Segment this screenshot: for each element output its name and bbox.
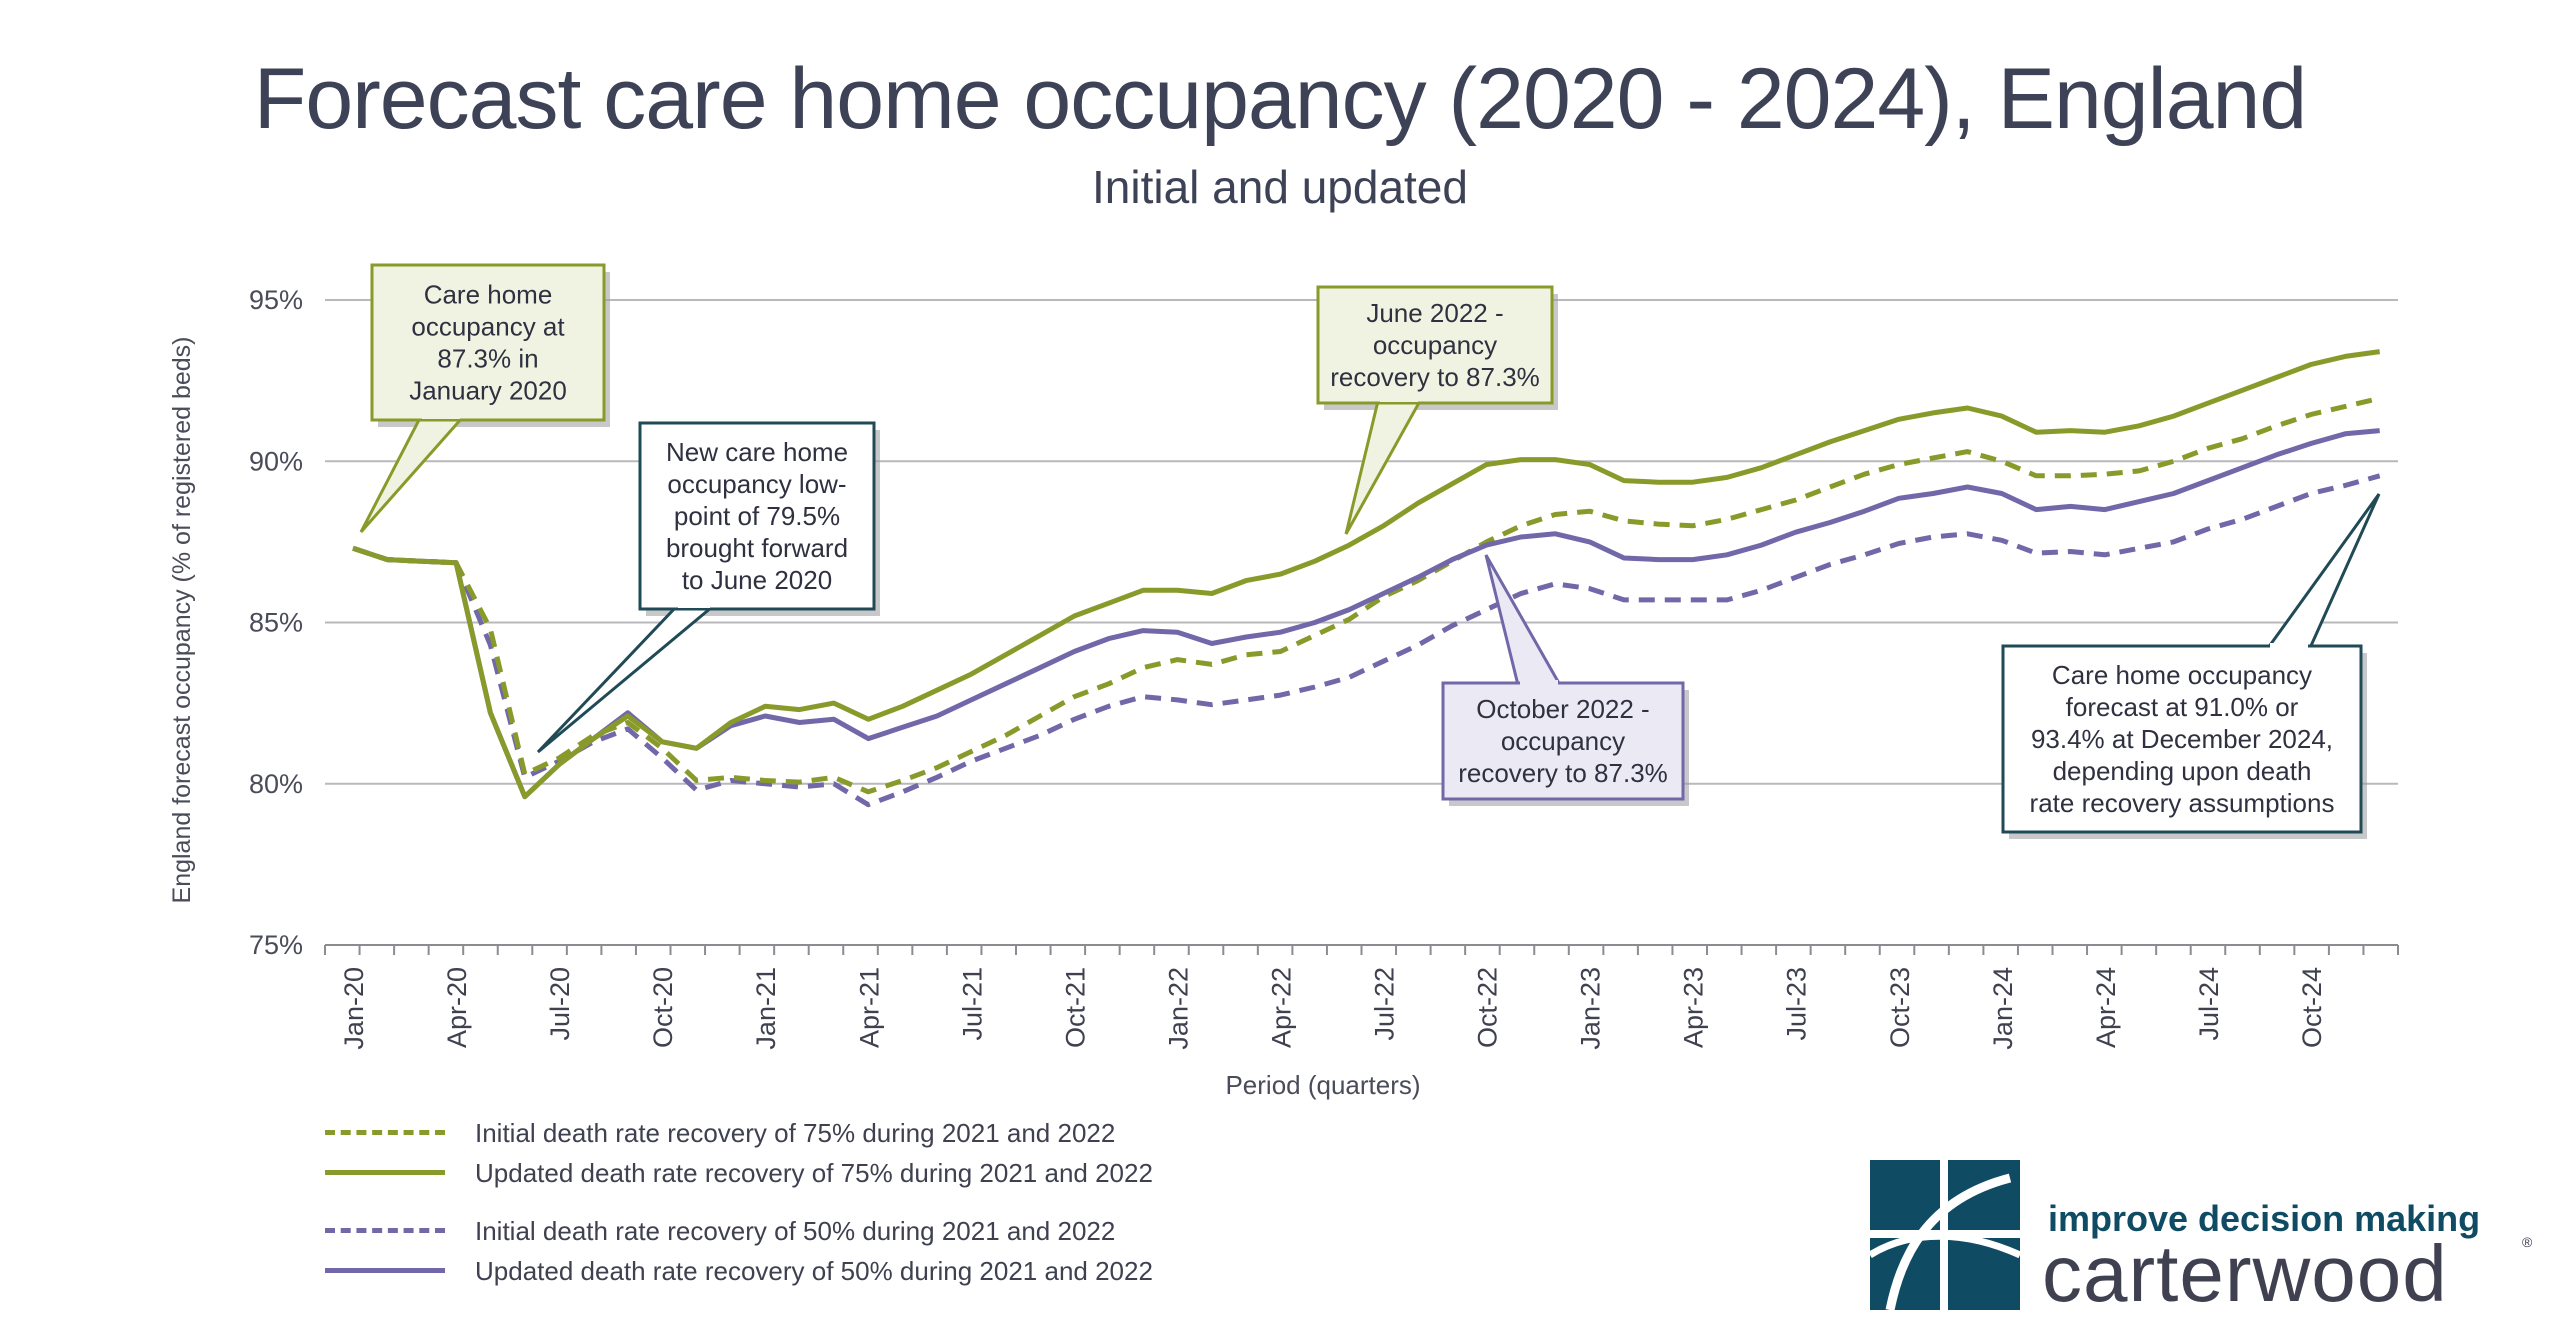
callout-text: October 2022 - bbox=[1476, 694, 1649, 724]
legend-label: Initial death rate recovery of 75% durin… bbox=[475, 1118, 1116, 1148]
registered-mark: ® bbox=[2522, 1234, 2533, 1250]
callout-box bbox=[2001, 644, 2363, 834]
callout-box bbox=[1441, 681, 1685, 801]
series-line-3 bbox=[352, 473, 2381, 808]
x-tick-label: Oct-21 bbox=[1060, 967, 1090, 1048]
legend-swatch-green-solid bbox=[325, 1170, 445, 1175]
x-tick-label: Oct-20 bbox=[648, 967, 678, 1048]
callout-text: forecast at 91.0% or bbox=[2066, 692, 2299, 722]
callout-pointer bbox=[1344, 399, 1423, 535]
callout-box bbox=[1316, 285, 1554, 405]
callout-text: recovery to 87.3% bbox=[1458, 758, 1668, 788]
callout-text: occupancy bbox=[1373, 330, 1497, 360]
y-axis-ticks: 75% 80% 85% 90% 95% bbox=[249, 285, 303, 960]
x-tick-label: Apr-20 bbox=[442, 967, 472, 1048]
callout-text: January 2020 bbox=[409, 376, 567, 406]
callout-text: recovery to 87.3% bbox=[1330, 362, 1540, 392]
y-tick-label: 75% bbox=[249, 930, 303, 960]
legend-label: Initial death rate recovery of 50% durin… bbox=[475, 1216, 1116, 1246]
y-tick-label: 80% bbox=[249, 769, 303, 799]
legend-swatch-purple-dashed bbox=[325, 1228, 445, 1233]
logo-mark-icon bbox=[1870, 1160, 2020, 1310]
carterwood-logo: improve decision making carterwood ® bbox=[1870, 1160, 2533, 1318]
callout-text: rate recovery assumptions bbox=[2030, 788, 2335, 818]
callout-box bbox=[638, 421, 876, 611]
logo-wordmark: carterwood bbox=[2042, 1229, 2448, 1318]
x-tick-label: Jul-23 bbox=[1782, 967, 1812, 1041]
series-line-1 bbox=[352, 395, 2381, 795]
legend-label: Updated death rate recovery of 50% durin… bbox=[475, 1256, 1153, 1286]
callout-text: New care home bbox=[666, 437, 848, 467]
callout-pointer bbox=[536, 605, 717, 754]
callout-text: 87.3% in bbox=[437, 344, 538, 374]
x-tick-label: Apr-23 bbox=[1679, 967, 1709, 1048]
x-tick-label: Jan-24 bbox=[1988, 967, 2018, 1050]
series-line-2 bbox=[352, 349, 2381, 800]
callout-text: point of 79.5% bbox=[674, 501, 840, 531]
x-tick-label: Jul-21 bbox=[957, 967, 987, 1041]
x-tick-label: Apr-24 bbox=[2091, 967, 2121, 1048]
callout-text: Care home bbox=[424, 280, 553, 310]
series-group bbox=[352, 349, 2381, 808]
callout-pointer bbox=[2265, 493, 2381, 650]
x-tick-label: Apr-21 bbox=[854, 967, 884, 1048]
x-axis-label: Period (quarters) bbox=[1225, 1070, 1420, 1100]
x-tick-label: Oct-23 bbox=[1885, 967, 1915, 1048]
callout-text: brought forward bbox=[666, 533, 848, 563]
x-axis: Jan-20 Apr-20 Jul-20 Oct-20 Jan-21 Apr-21 Jul-… bbox=[324, 944, 2399, 1050]
y-tick-label: 95% bbox=[249, 285, 303, 315]
x-tick-label: Oct-22 bbox=[1473, 967, 1503, 1048]
callout-box bbox=[370, 263, 606, 422]
callout-text: to June 2020 bbox=[682, 565, 832, 595]
callout-text: occupancy bbox=[1501, 726, 1625, 756]
legend-swatch-green-dashed bbox=[325, 1130, 445, 1135]
legend-label: Updated death rate recovery of 75% durin… bbox=[475, 1158, 1153, 1188]
x-tick-label: Jan-20 bbox=[339, 967, 369, 1050]
legend-swatch-purple-solid bbox=[325, 1268, 445, 1273]
x-tick-label: Apr-22 bbox=[1266, 967, 1296, 1048]
callout-pointer bbox=[359, 416, 466, 533]
x-tick-label: Jul-24 bbox=[2194, 967, 2224, 1041]
x-tick-label: Jul-22 bbox=[1370, 967, 1400, 1041]
callout-text: June 2022 - bbox=[1366, 298, 1503, 328]
chart-subtitle: Initial and updated bbox=[1092, 161, 1468, 213]
callout-text: occupancy at bbox=[411, 312, 565, 342]
y-axis-label: England forecast occupancy (% of registe… bbox=[168, 337, 196, 904]
callout-text: Care home occupancy bbox=[2052, 660, 2312, 690]
x-tick-label: Oct-24 bbox=[2297, 967, 2327, 1048]
callout-text: occupancy low- bbox=[667, 469, 846, 499]
callout-pointer bbox=[1484, 554, 1563, 687]
x-tick-label: Jan-22 bbox=[1163, 967, 1193, 1050]
x-tick-label: Jul-20 bbox=[545, 967, 575, 1041]
y-tick-label: 90% bbox=[249, 446, 303, 476]
callout-text: 93.4% at December 2024, bbox=[2031, 724, 2333, 754]
x-tick-label: Jan-21 bbox=[751, 967, 781, 1050]
callout-text: depending upon death bbox=[2053, 756, 2312, 786]
x-tick-label: Jan-23 bbox=[1576, 967, 1606, 1050]
y-tick-label: 85% bbox=[249, 608, 303, 638]
chart-title: Forecast care home occupancy (2020 - 202… bbox=[253, 51, 2307, 147]
logo-tagline: improve decision making bbox=[2048, 1198, 2481, 1239]
